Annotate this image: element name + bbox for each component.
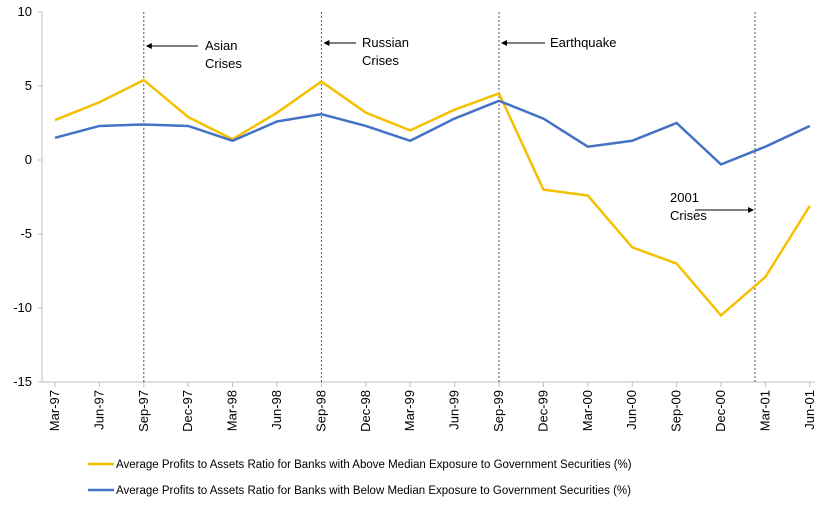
annotation: Earthquake (550, 35, 617, 50)
x-tick-label: Jun-99 (447, 390, 462, 430)
legend-label: Average Profits to Assets Ratio for Bank… (116, 459, 632, 471)
x-tick-label: Dec-99 (535, 390, 550, 432)
x-tick-label: Jun-01 (802, 390, 817, 430)
x-tick-label: Mar-99 (402, 390, 417, 431)
legend-label: Average Profits to Assets Ratio for Bank… (116, 485, 631, 497)
y-tick-label: -10 (13, 300, 32, 315)
y-tick-label: -5 (20, 226, 32, 241)
annotation: Crises (362, 53, 399, 68)
x-tick-label: Jun-97 (91, 390, 106, 430)
x-tick-label: Dec-97 (180, 390, 195, 432)
series-line (54, 78, 811, 318)
x-tick-label: Sep-98 (313, 390, 328, 432)
x-tick-label: Mar-00 (580, 390, 595, 431)
x-tick-label: Mar-97 (47, 390, 62, 431)
annotation: Asian (205, 38, 238, 53)
series-line (54, 99, 811, 166)
y-tick-label: -15 (13, 374, 32, 389)
x-tick-label: Mar-01 (757, 390, 772, 431)
x-tick-label: Sep-97 (136, 390, 151, 432)
annotation: Crises (670, 208, 707, 223)
x-tick-label: Sep-99 (491, 390, 506, 432)
annotation: 2001 (670, 190, 699, 205)
x-tick-label: Mar-98 (225, 390, 240, 431)
annotation: Russian (362, 35, 409, 50)
x-tick-label: Dec-98 (358, 390, 373, 432)
y-tick-label: 10 (18, 4, 32, 19)
x-tick-label: Jun-00 (624, 390, 639, 430)
x-tick-label: Dec-00 (713, 390, 728, 432)
y-tick-label: 0 (25, 152, 32, 167)
x-tick-label: Sep-00 (669, 390, 684, 432)
y-tick-label: 5 (25, 78, 32, 93)
x-tick-label: Jun-98 (269, 390, 284, 430)
annotation: Crises (205, 56, 242, 71)
